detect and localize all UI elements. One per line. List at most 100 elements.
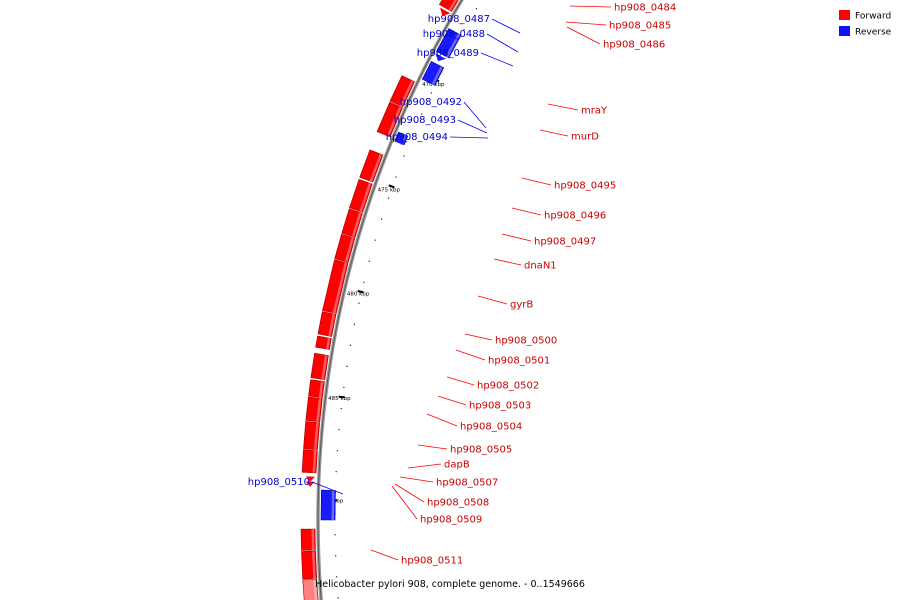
scale-tick-minor	[395, 176, 397, 178]
scale-tick-major	[338, 395, 345, 399]
genome-backbone	[316, 0, 464, 600]
scale-tick-minor	[338, 428, 340, 431]
gene-features	[300, 0, 462, 600]
scale-tick-label: 475 kbp	[378, 187, 401, 193]
forward-gene-label: hp908_0502	[477, 381, 539, 392]
forward-gene-label: hp908_0486	[603, 40, 665, 51]
reverse-gene-block	[435, 28, 462, 59]
label-leader	[407, 463, 442, 469]
scale-tick-label: 485 kbp	[328, 396, 351, 402]
forward-gene-block	[376, 101, 403, 138]
forward-gene-label: hp908_0503	[469, 401, 531, 412]
forward-gene-block	[303, 421, 321, 451]
label-leader	[370, 549, 399, 561]
forward-gene-block	[305, 396, 323, 423]
forward-gene-label: dapB	[444, 460, 470, 471]
label-leader	[486, 33, 519, 53]
forward-gene-block	[301, 449, 318, 474]
label-leader	[417, 444, 448, 450]
scale-tick-minor	[335, 471, 337, 473]
label-leader	[457, 119, 488, 134]
forward-gene-block	[300, 528, 316, 551]
reverse-gene-label: hp908_0488	[423, 29, 485, 40]
forward-gene-block	[322, 259, 349, 314]
scale-tick-minor	[335, 555, 337, 557]
label-leader	[493, 258, 522, 266]
forward-gene-block	[310, 352, 329, 380]
scale-tick-minor	[334, 534, 336, 536]
scale-tick-minor	[340, 407, 342, 410]
reverse-gene-block	[320, 489, 336, 521]
label-leader	[521, 177, 552, 186]
label-leader	[311, 481, 344, 495]
label-leader	[449, 136, 489, 139]
forward-gene-block	[389, 75, 415, 108]
reverse-gene-label: hp908_0492	[400, 97, 462, 108]
scale-tick-minor	[353, 323, 356, 325]
forward-gene-label: hp908_0504	[460, 422, 522, 433]
scale-tick-minor	[463, 29, 465, 31]
legend-swatch-forward	[839, 10, 850, 20]
legend-label-forward: Forward	[855, 12, 891, 22]
label-leader	[480, 52, 514, 67]
backbone-layer	[316, 0, 464, 600]
forward-gene-block	[440, 7, 451, 16]
forward-gene-block	[308, 379, 325, 398]
scale-tick-minor	[374, 239, 376, 241]
scale-tick-minor	[411, 134, 414, 136]
scale-tick-minor	[380, 218, 383, 220]
scale-tick-minor	[403, 155, 405, 157]
forward-gene-block	[315, 335, 332, 350]
forward-gene-block	[317, 311, 337, 337]
forward-gene-label: murD	[571, 132, 599, 143]
forward-gene-block	[302, 578, 319, 600]
forward-gene-block	[334, 233, 356, 263]
label-leader	[511, 207, 542, 216]
scale-tick-minor	[343, 386, 345, 389]
forward-gene-block	[305, 476, 315, 482]
label-leader	[391, 485, 418, 520]
scale-tick-minor	[346, 365, 348, 368]
forward-gene-block	[349, 179, 373, 213]
forward-gene-label: hp908_0484	[614, 3, 676, 14]
reverse-gene-label: hp908_0487	[428, 14, 490, 25]
scale-tick-major	[388, 184, 395, 189]
forward-gene-label: gyrB	[510, 300, 533, 311]
label-leader	[394, 483, 425, 503]
scale-tick-minor	[475, 8, 477, 10]
forward-gene-block	[359, 149, 384, 183]
legend: Forward Reverse	[839, 10, 892, 38]
reverse-gene-label: hp908_0510	[248, 477, 310, 488]
forward-gene-label: hp908_0508	[427, 498, 489, 509]
scale-tick-minor	[336, 576, 338, 578]
scale-tick-major	[357, 290, 364, 294]
label-leader	[501, 233, 532, 242]
forward-gene-block	[341, 208, 363, 238]
reverse-gene-label: hp908_0489	[417, 48, 479, 59]
reverse-gene-label: hp908_0494	[386, 132, 448, 143]
legend-swatch-reverse	[839, 26, 850, 36]
forward-gene-label: hp908_0509	[420, 515, 482, 526]
scale-tick-minor	[421, 113, 423, 115]
scale-tick-label: 480 kbp	[347, 292, 370, 298]
forward-gene-label: mraY	[581, 106, 608, 117]
scale-tick-minor	[430, 92, 432, 94]
label-leader	[455, 349, 486, 361]
forward-gene-block	[305, 481, 315, 487]
scale-tick-minor	[363, 281, 365, 283]
scale-tick-minor	[349, 344, 352, 346]
label-leader	[491, 18, 521, 34]
forward-gene-label: hp908_0500	[495, 336, 557, 347]
forward-gene-label: hp908_0501	[488, 356, 550, 367]
forward-gene-label: hp908_0497	[534, 237, 596, 248]
label-leader	[446, 376, 475, 386]
reverse-gene-label: hp908_0493	[394, 115, 456, 126]
reverse-gene-block	[435, 53, 446, 62]
forward-gene-label: dnaN1	[524, 261, 557, 272]
label-leader	[399, 476, 434, 483]
forward-gene-block	[438, 0, 459, 12]
forward-gene-label: hp908_0505	[450, 445, 512, 456]
forward-gene-label: hp908_0511	[401, 556, 463, 567]
gene-labels: hp908_0484 hp908_0485 hp908_0486 mraY murD hp…	[248, 3, 676, 567]
